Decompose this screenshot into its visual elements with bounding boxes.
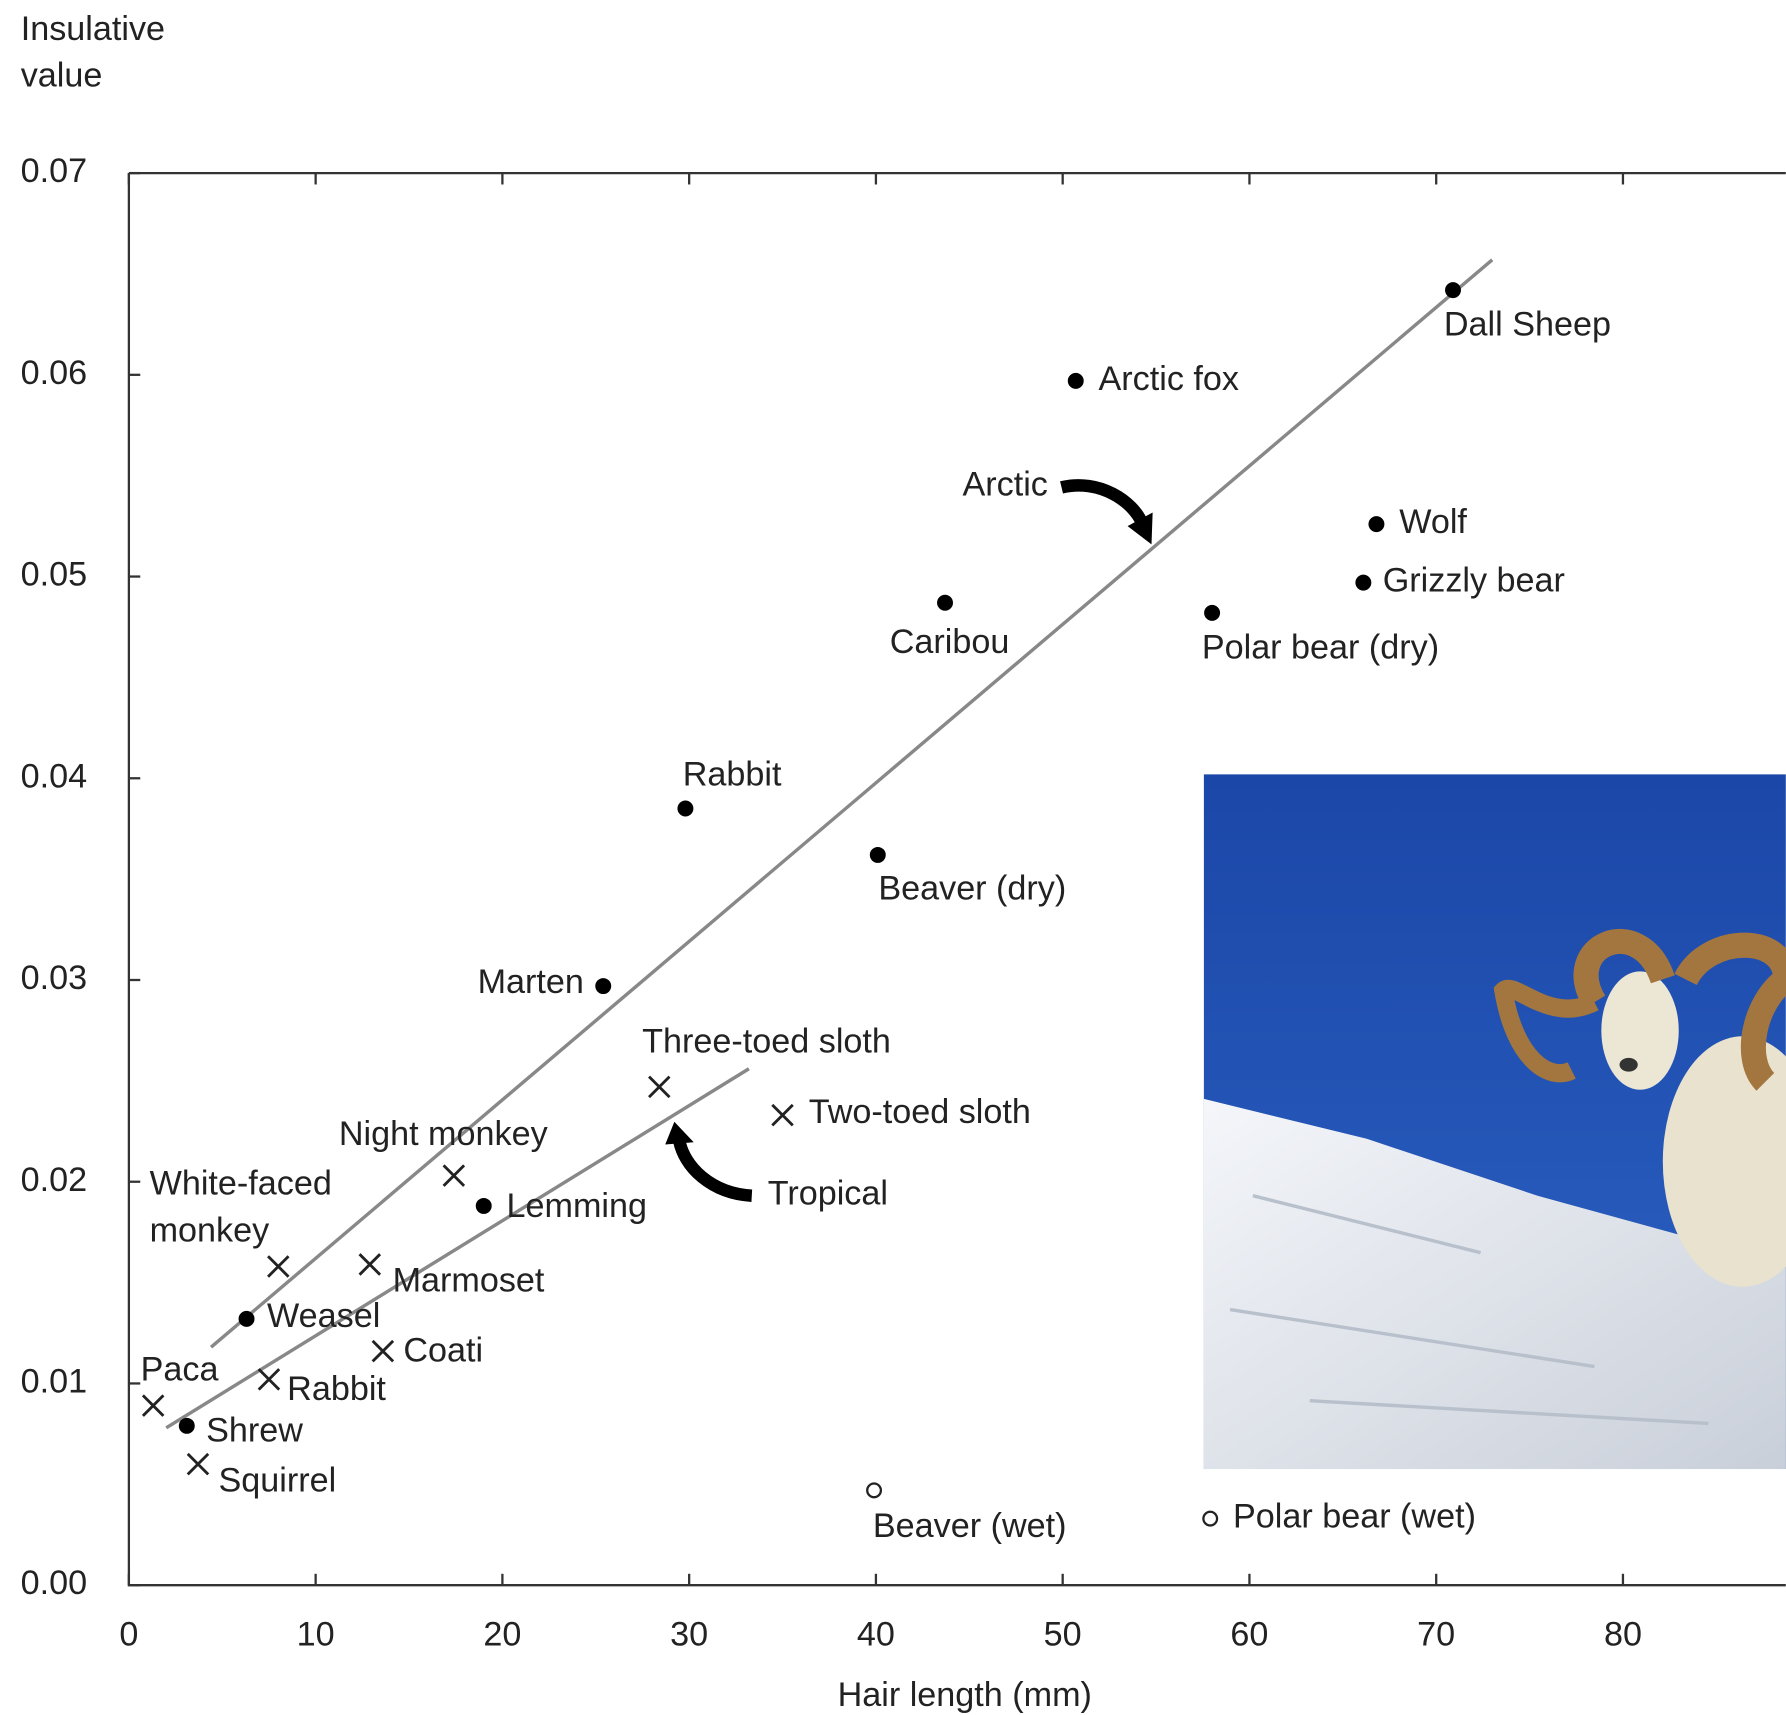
point-label: Arctic fox bbox=[1099, 360, 1239, 398]
point bbox=[475, 1197, 492, 1214]
point-label: Coati bbox=[403, 1331, 483, 1369]
point-label: Night monkey bbox=[339, 1115, 549, 1153]
point-label: Dall Sheep bbox=[1444, 306, 1611, 344]
point bbox=[869, 846, 886, 863]
y-tick-label: 0.05 bbox=[21, 556, 87, 594]
point bbox=[178, 1417, 195, 1434]
y-tick-label: 0.06 bbox=[21, 354, 87, 392]
x-tick-label: 0 bbox=[119, 1615, 138, 1653]
x-tick-label: 60 bbox=[1230, 1615, 1268, 1653]
point-label: Two-toed sloth bbox=[809, 1093, 1031, 1131]
x-tick-label: 40 bbox=[857, 1615, 895, 1653]
point bbox=[267, 1255, 290, 1278]
point-label: Marten bbox=[478, 963, 584, 1001]
point-label: Three-toed sloth bbox=[642, 1023, 891, 1061]
x-axis-label: Hair length (mm) bbox=[838, 1676, 1092, 1714]
point-label: Caribou bbox=[890, 623, 1010, 661]
point-label: Lemming bbox=[506, 1187, 646, 1225]
point bbox=[1202, 1510, 1219, 1527]
point-label-box: White-faced monkey bbox=[149, 1165, 332, 1250]
x-tick-label: 50 bbox=[1044, 1615, 1082, 1653]
x-tick-label: 30 bbox=[670, 1615, 708, 1653]
y-tick-label: 0.01 bbox=[21, 1362, 87, 1400]
fit-line bbox=[165, 1067, 750, 1430]
arrows bbox=[665, 479, 1153, 1202]
point bbox=[442, 1164, 466, 1187]
point bbox=[1067, 372, 1084, 389]
annotation: Tropical bbox=[768, 1175, 888, 1213]
point bbox=[186, 1452, 210, 1476]
point-label: Beaver (dry) bbox=[878, 869, 1066, 907]
x-tick-label: 10 bbox=[297, 1615, 335, 1653]
x-tick-label: 80 bbox=[1604, 1615, 1642, 1653]
point-label: Squirrel bbox=[218, 1461, 336, 1499]
point bbox=[866, 1482, 883, 1499]
point-label: Shrew bbox=[206, 1412, 303, 1450]
point-label: Weasel bbox=[267, 1297, 380, 1335]
point-label: Polar bear (dry) bbox=[1202, 628, 1439, 666]
point bbox=[595, 978, 612, 995]
point bbox=[771, 1103, 794, 1127]
y-tick-label: 0.00 bbox=[21, 1564, 87, 1602]
point-label: Paca bbox=[141, 1351, 219, 1389]
y-axis-label-box: Insulative value bbox=[20, 10, 166, 95]
point bbox=[1204, 604, 1221, 621]
photo bbox=[1203, 774, 1786, 1470]
point bbox=[937, 594, 953, 611]
y-tick-label: 0.03 bbox=[21, 959, 87, 997]
point-label: Marmoset bbox=[393, 1262, 545, 1300]
point bbox=[1445, 282, 1461, 299]
annotation: Arctic bbox=[962, 465, 1047, 503]
point bbox=[1355, 574, 1372, 591]
point-label: Grizzly bear bbox=[1383, 562, 1565, 600]
point-label: Polar bear (wet) bbox=[1233, 1498, 1476, 1536]
point-label: Rabbit bbox=[683, 756, 782, 794]
x-tick-label: 20 bbox=[483, 1615, 521, 1653]
fit-line bbox=[209, 258, 1494, 1349]
y-tick-label: 0.07 bbox=[21, 152, 87, 190]
point bbox=[238, 1310, 255, 1327]
y-axis-label: Insulative value bbox=[20, 10, 166, 95]
point bbox=[677, 800, 694, 817]
point bbox=[371, 1339, 395, 1363]
x-tick-label: 70 bbox=[1417, 1615, 1455, 1653]
point-label: Beaver (wet) bbox=[873, 1507, 1067, 1545]
point bbox=[1368, 516, 1385, 533]
point bbox=[141, 1394, 165, 1417]
y-tick-label: 0.02 bbox=[21, 1161, 87, 1199]
point-label: Wolf bbox=[1399, 503, 1467, 541]
point bbox=[648, 1075, 671, 1099]
point-label: Rabbit bbox=[287, 1370, 386, 1408]
point bbox=[257, 1368, 281, 1391]
y-tick-label: 0.04 bbox=[21, 757, 87, 795]
point bbox=[358, 1253, 382, 1276]
point-label: White-faced monkey bbox=[149, 1165, 332, 1250]
